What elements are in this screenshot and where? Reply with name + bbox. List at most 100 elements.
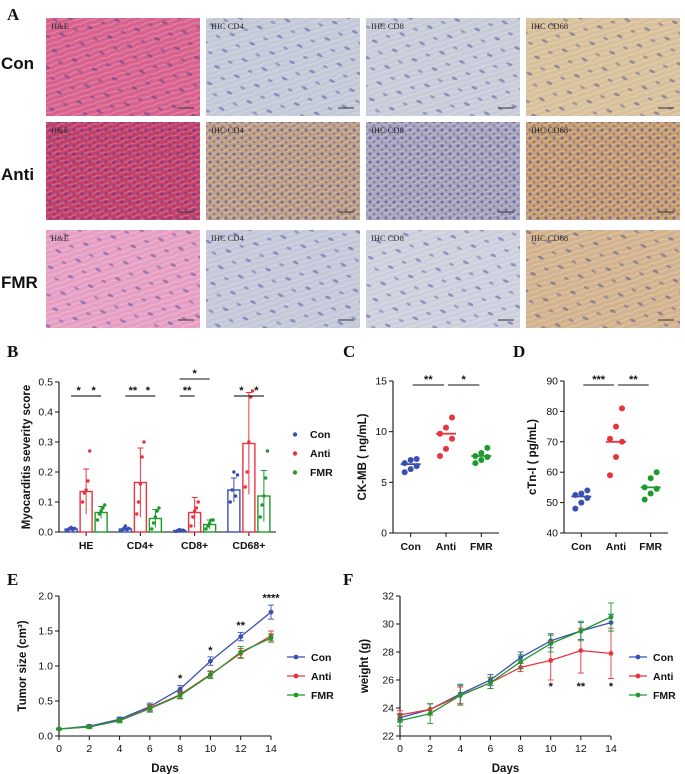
x-tick-label: Con xyxy=(400,541,420,553)
data-point xyxy=(232,470,236,474)
y-tick-label: 0.0 xyxy=(38,731,53,743)
x-tick-label: 0 xyxy=(397,743,403,755)
data-point-fmr xyxy=(578,628,584,634)
series-line-fmr xyxy=(58,637,272,730)
data-point-fmr xyxy=(518,659,523,665)
data-point-fmr xyxy=(457,693,463,698)
legend-label-anti: Anti xyxy=(311,671,331,683)
data-point-fmr xyxy=(641,496,648,503)
data-point-fmr xyxy=(177,693,183,698)
row-label-anti: Anti xyxy=(1,165,34,184)
data-point xyxy=(153,515,158,519)
tile-nuclei-texture xyxy=(526,230,680,328)
x-tick-label: 14 xyxy=(605,743,617,755)
data-point-con xyxy=(177,686,183,692)
y-tick-label: 40 xyxy=(546,528,558,540)
x-axis-title: Days xyxy=(151,763,179,774)
data-point xyxy=(101,506,105,510)
data-point-con xyxy=(578,490,585,497)
panel-letter-b: B xyxy=(7,342,18,361)
data-point xyxy=(142,440,146,444)
tile-nuclei-texture xyxy=(206,122,360,220)
significance-label: * xyxy=(462,374,467,386)
data-point-fmr xyxy=(397,718,403,723)
data-point xyxy=(194,506,199,510)
data-point-anti xyxy=(548,658,554,663)
y-tick-label: 90 xyxy=(546,376,558,388)
data-point-anti xyxy=(607,435,613,442)
data-point xyxy=(140,455,144,459)
series-line-con xyxy=(58,611,272,730)
row-label-con: Con xyxy=(1,54,34,73)
y-tick-label: 1.0 xyxy=(38,661,53,673)
x-tick-label: 12 xyxy=(575,743,587,755)
tile-label: H&E xyxy=(51,21,69,31)
y-tick-label: 26 xyxy=(382,675,394,687)
y-tick-label: 0.4 xyxy=(38,407,53,419)
panel-letter-f: F xyxy=(343,570,353,589)
significance-label: ** xyxy=(424,374,433,386)
legend-marker-fmr xyxy=(292,470,298,475)
tile-label: H&E xyxy=(51,233,69,243)
data-point xyxy=(95,518,100,522)
data-point-con xyxy=(572,505,579,512)
data-point xyxy=(233,494,238,498)
y-tick-label: 80 xyxy=(546,406,558,418)
data-point-con xyxy=(584,495,591,502)
data-point xyxy=(80,500,85,504)
data-point xyxy=(191,515,195,519)
data-point xyxy=(88,449,92,453)
legend-marker-anti xyxy=(292,451,298,456)
data-point-con xyxy=(578,499,585,506)
data-point-con xyxy=(268,609,274,615)
x-tick-label: Anti xyxy=(436,541,456,553)
annotation-label: * xyxy=(549,681,554,693)
chart-b-severity-score: 0.0 0.1 0.2 0.3 0.4 0.5 Myocarditis severity s… xyxy=(21,368,333,552)
data-point-con xyxy=(238,634,244,639)
data-point xyxy=(206,524,210,528)
data-point xyxy=(73,526,77,531)
x-tick-label: 10 xyxy=(545,743,557,755)
x-tick-label: 2 xyxy=(86,743,92,755)
data-point-fmr xyxy=(472,452,479,459)
data-point-anti xyxy=(443,445,449,452)
legend-label-fmr: FMR xyxy=(311,690,334,702)
data-point xyxy=(181,528,185,532)
x-axis-title: Days xyxy=(492,763,520,774)
tile-label: H&E xyxy=(51,125,69,135)
data-point-fmr xyxy=(86,724,92,730)
significance-label: ** xyxy=(629,374,638,386)
data-point xyxy=(235,473,240,477)
tile-nuclei-texture xyxy=(206,18,360,116)
tile-nuclei-texture xyxy=(366,122,520,220)
data-point-anti xyxy=(449,435,455,442)
y-axis-title: Tumor size (cm³) xyxy=(17,620,29,711)
x-tick-label: 6 xyxy=(488,743,494,755)
x-tick-label: 12 xyxy=(235,743,247,755)
panel-letter-a: A xyxy=(7,5,20,24)
y-tick-label: 0 xyxy=(381,528,387,540)
data-point-fmr xyxy=(488,680,493,686)
x-tick-label: Anti xyxy=(606,541,626,553)
legend-marker-con xyxy=(635,654,641,660)
y-tick-label: 15 xyxy=(375,376,387,388)
tile-nuclei-texture xyxy=(46,122,200,220)
y-tick-label: 0.5 xyxy=(38,377,53,389)
data-point xyxy=(211,518,215,522)
y-tick-label: 22 xyxy=(382,731,394,743)
histology-grid: Con H&E IHC CD4 IHC CD8 IHC CD68 Anti H&E IHC C… xyxy=(1,18,680,328)
data-point-fmr xyxy=(478,449,485,456)
data-point xyxy=(243,485,247,489)
data-point-anti xyxy=(449,414,455,421)
data-point-fmr xyxy=(647,490,654,497)
significance-label: ** xyxy=(129,385,138,397)
data-point-anti xyxy=(619,405,625,412)
y-tick-label: 50 xyxy=(546,497,558,509)
x-tick-label: 6 xyxy=(147,743,153,755)
data-point-con xyxy=(407,457,414,464)
y-axis-title: CK-MB ( ng/mL) xyxy=(357,413,369,500)
data-point xyxy=(247,440,251,444)
annotation-label: * xyxy=(609,681,614,693)
y-tick-label: 0.2 xyxy=(38,467,53,479)
